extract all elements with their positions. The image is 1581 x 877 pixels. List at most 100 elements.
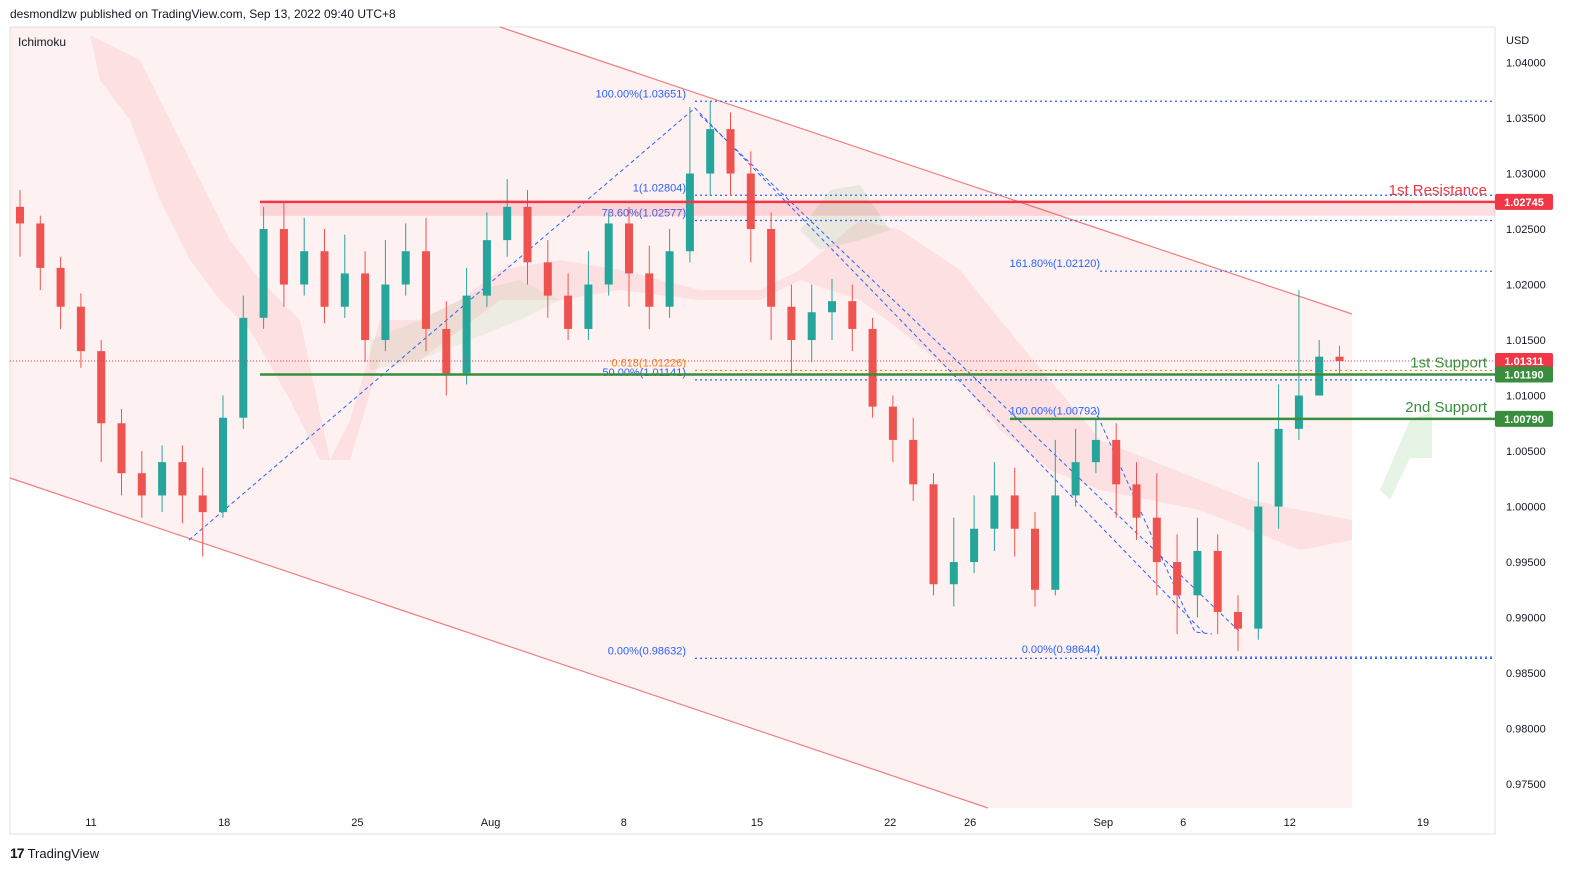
fibonacci-layer: 100.00%(1.03651) 1(1.02804) 78.60%(1.02577… [188, 88, 1495, 659]
price-badge-label: 1.01311 [1504, 356, 1543, 368]
candle-body [888, 406, 897, 440]
candle-body [1294, 395, 1303, 429]
price-levels-layer: 1st Resistance 1st Support 2nd Support [10, 182, 1495, 421]
footer: 17 TradingView [10, 845, 99, 861]
fib-label: 0.00%(0.98644) [1022, 644, 1100, 656]
candle-body [422, 251, 430, 329]
candles-layer [16, 101, 1344, 651]
candle-body [909, 439, 918, 485]
channel-layer [9, 26, 1353, 809]
candle-body [503, 206, 512, 241]
channel-lower-line [9, 477, 989, 809]
candle-body [158, 462, 167, 496]
cloud-bearish [90, 35, 1352, 550]
candle-body [117, 423, 126, 474]
fib-trend-line [188, 107, 1206, 635]
candle-body [604, 223, 613, 285]
candle-body [1051, 495, 1060, 590]
candle-body [1213, 550, 1222, 612]
candle-body [564, 295, 573, 329]
fib-retrace-line [1094, 409, 1213, 635]
level-label: 1st Resistance [1389, 182, 1487, 199]
candle-body [970, 528, 979, 563]
y-tick-label: 0.97500 [1506, 779, 1546, 791]
fib-label: 50.00%(1.01141) [602, 367, 686, 379]
candle-body [523, 206, 532, 263]
candle-body [665, 251, 674, 307]
x-tick-label: Sep [1094, 817, 1114, 829]
fib-label: 0.618(1.01226) [611, 357, 686, 369]
candle-body [868, 328, 877, 407]
x-tick-label: 8 [621, 817, 627, 829]
x-tick-label: 18 [218, 817, 230, 829]
candle-body [1274, 428, 1283, 507]
candle-body [1234, 611, 1242, 629]
x-tick-label: 11 [85, 817, 96, 829]
cloud-bullish-3 [1380, 412, 1432, 500]
x-tick-label: 19 [1417, 817, 1429, 829]
indicator-label: Ichimoku [18, 35, 66, 49]
candle-body [1071, 462, 1080, 496]
candle-body [36, 223, 45, 268]
level-label: 2nd Support [1405, 399, 1488, 416]
y-tick-label: 0.98500 [1506, 668, 1546, 680]
price-badge [1495, 353, 1553, 370]
price-badge [1495, 193, 1553, 210]
candle-body [219, 417, 227, 513]
candle-body [239, 317, 248, 418]
candle-body [401, 251, 410, 285]
candle-body [949, 562, 958, 585]
candle-body [1010, 495, 1019, 529]
x-tick-label: 12 [1284, 817, 1296, 829]
candle-body [16, 206, 24, 224]
y-tick-label: 0.99000 [1506, 613, 1546, 625]
x-tick-label: 22 [884, 817, 896, 829]
candle-body [1315, 356, 1324, 396]
y-tick-label: 1.03500 [1506, 113, 1546, 125]
tradingview-logo: 17 [10, 845, 25, 861]
publish-header: desmondlzw published on TradingView.com,… [10, 7, 396, 21]
currency-label: USD [1506, 35, 1529, 47]
y-tick-label: 1.02000 [1506, 280, 1546, 292]
x-tick-label: 15 [751, 817, 763, 829]
candle-body [1254, 506, 1263, 629]
fib-label: 1(1.02804) [633, 182, 686, 194]
candle-body [584, 284, 593, 329]
y-tick-label: 1.04000 [1506, 58, 1546, 70]
candle-body [381, 284, 390, 341]
candle-body [625, 223, 633, 274]
y-tick-label: 0.98000 [1506, 724, 1546, 736]
fib-label: 0.00%(0.98632) [608, 645, 686, 657]
price-badge-label: 1.01190 [1504, 369, 1543, 381]
fib-label: 161.80%(1.02120) [1009, 258, 1100, 270]
price-badge [1495, 410, 1553, 427]
resistance-zone [260, 201, 1495, 216]
candle-body [462, 295, 471, 374]
candle-body [990, 495, 999, 529]
x-tick-label: Aug [481, 817, 501, 829]
price-badge-label: 1.00790 [1504, 414, 1544, 426]
candle-body [1031, 528, 1039, 590]
fib-label: 100.00%(1.03651) [595, 88, 686, 100]
candle-body [1193, 550, 1202, 596]
candle-body [1112, 439, 1121, 485]
level-label: 1st Support [1410, 354, 1488, 371]
candle-body [1335, 356, 1344, 362]
candle-body [706, 129, 715, 174]
x-tick-label: 25 [351, 817, 363, 829]
candle-body [178, 462, 187, 496]
fib-label: 100.00%(1.00792) [1009, 406, 1100, 418]
candle-body [1091, 439, 1100, 463]
candle-body [848, 301, 857, 329]
candle-body [97, 351, 106, 424]
candle-body [76, 306, 85, 352]
candle-body [807, 312, 816, 341]
channel-upper-line [499, 26, 1353, 315]
y-tick-label: 1.01000 [1506, 391, 1546, 403]
price-badge-label: 1.02745 [1504, 197, 1544, 209]
candle-body [543, 262, 552, 296]
plot-frame [9, 26, 1496, 835]
price-badge [1495, 366, 1553, 383]
footer-brand: TradingView [27, 845, 100, 861]
